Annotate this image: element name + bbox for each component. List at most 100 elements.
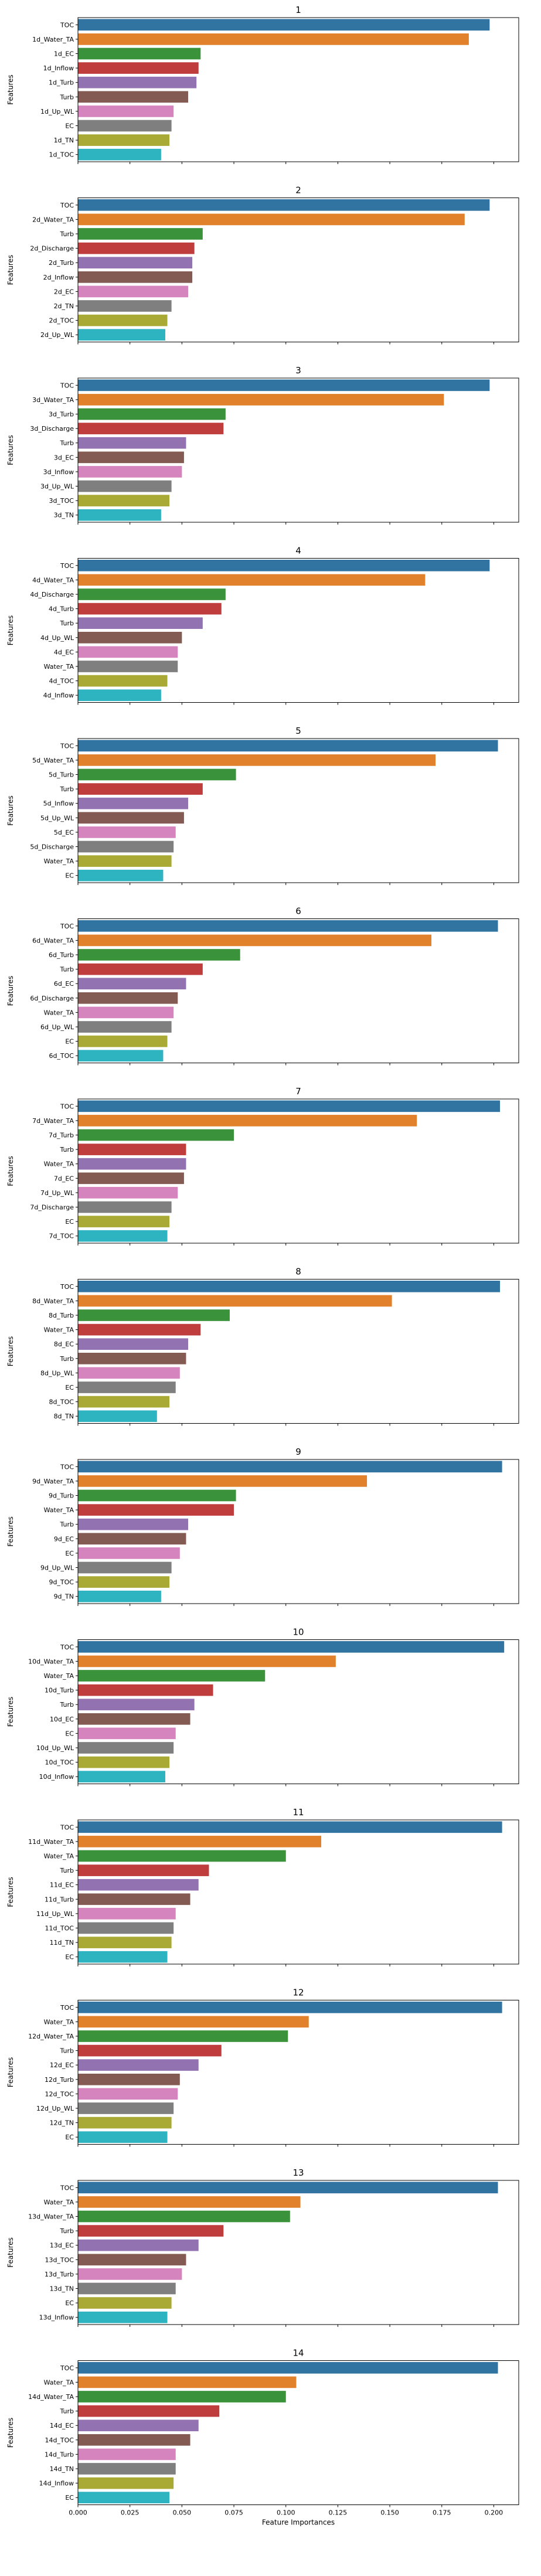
bar xyxy=(78,1504,234,1516)
bar xyxy=(78,329,165,341)
y-tick-label: Water_TA xyxy=(44,1009,74,1016)
bar xyxy=(78,1309,230,1321)
y-tick-label: Turb xyxy=(59,440,74,447)
y-tick-label: 2d_EC xyxy=(54,288,74,295)
bar xyxy=(78,1771,165,1783)
y-tick-label: Water_TA xyxy=(44,1853,74,1860)
y-tick-label: 8d_EC xyxy=(54,1340,74,1348)
y-tick-label: Water_TA xyxy=(44,1672,74,1680)
bar xyxy=(78,797,188,809)
bar xyxy=(78,379,490,392)
bar xyxy=(78,1338,188,1350)
y-tick-label: Water_TA xyxy=(44,1326,74,1334)
bar xyxy=(78,1922,174,1934)
panel-title: 4 xyxy=(295,546,301,556)
y-tick-label: 7d_TOC xyxy=(49,1233,74,1240)
y-tick-label: 14d_Turb xyxy=(45,2451,74,2458)
bar xyxy=(78,949,240,961)
x-tick-label: 0.000 xyxy=(69,2509,87,2517)
bar xyxy=(78,213,465,226)
bar xyxy=(78,2405,220,2417)
y-tick-label: TOC xyxy=(60,21,74,29)
y-tick-label: Turb xyxy=(59,620,74,627)
y-tick-label: Turb xyxy=(59,966,74,974)
bar xyxy=(78,2073,180,2085)
y-axis-label: Features xyxy=(6,1156,15,1186)
y-tick-label: 11d_TN xyxy=(50,1939,74,1947)
bar xyxy=(78,1323,201,1336)
y-tick-label: Turb xyxy=(59,1521,74,1529)
x-tick-label: 0.050 xyxy=(173,2509,192,2517)
bar xyxy=(78,1684,213,1696)
bar xyxy=(78,740,498,752)
y-axis-label: Features xyxy=(6,435,15,465)
bar xyxy=(78,2102,174,2114)
bar xyxy=(78,2282,176,2295)
y-tick-label: 5d_Up_WL xyxy=(40,814,74,822)
bar xyxy=(78,2448,176,2461)
bar xyxy=(78,47,201,60)
bar xyxy=(78,1879,199,1891)
y-tick-label: 13d_TOC xyxy=(45,2256,74,2264)
y-tick-label: TOC xyxy=(60,2184,74,2192)
x-tick-label: 0.150 xyxy=(380,2509,399,2517)
bar xyxy=(78,1641,505,1653)
bar xyxy=(78,2182,498,2194)
bar xyxy=(78,466,182,478)
y-tick-label: 3d_Turb xyxy=(49,411,74,418)
bar xyxy=(78,1050,164,1062)
y-tick-label: 8d_Water_TA xyxy=(32,1297,74,1305)
y-tick-label: Water_TA xyxy=(44,857,74,865)
bar xyxy=(78,228,203,240)
y-tick-label: TOC xyxy=(60,562,74,570)
y-tick-label: 8d_TOC xyxy=(49,1398,74,1406)
bar xyxy=(78,963,203,975)
y-tick-label: 14d_TN xyxy=(50,2465,74,2473)
y-tick-label: Turb xyxy=(59,93,74,101)
panel-title: 1 xyxy=(295,5,301,15)
bar xyxy=(78,91,188,103)
bar xyxy=(78,1461,502,1473)
x-axis-label: Feature Importances xyxy=(262,2519,335,2527)
bar xyxy=(78,2420,199,2432)
bar xyxy=(78,1115,417,1127)
y-tick-label: 4d_Discharge xyxy=(30,591,74,598)
bar xyxy=(78,1367,180,1379)
y-tick-label: 12d_Water_TA xyxy=(28,2033,74,2040)
axes-frame xyxy=(77,17,519,162)
axes-frame xyxy=(77,198,519,342)
y-tick-label: 12d_Up_WL xyxy=(36,2105,74,2112)
x-tick-label: 0.125 xyxy=(329,2509,348,2517)
y-tick-label: Turb xyxy=(59,1355,74,1363)
y-tick-label: Water_TA xyxy=(44,1161,74,1168)
y-tick-label: 9d_TOC xyxy=(49,1578,74,1586)
y-tick-label: 13d_Turb xyxy=(45,2271,74,2278)
y-tick-label: EC xyxy=(65,1218,74,1226)
y-tick-label: 6d_Turb xyxy=(49,951,74,959)
bar xyxy=(78,2463,176,2475)
y-tick-label: 2d_Water_TA xyxy=(32,216,74,223)
bar xyxy=(78,588,226,600)
y-tick-label: 11d_Water_TA xyxy=(28,1838,74,1846)
y-tick-label: TOC xyxy=(60,1102,74,1110)
bar xyxy=(78,1280,501,1292)
y-axis-label: Features xyxy=(6,795,15,826)
y-tick-label: 14d_TOC xyxy=(45,2437,74,2444)
y-tick-label: 12d_TOC xyxy=(45,2090,74,2098)
bar xyxy=(78,242,195,254)
bar xyxy=(78,574,426,586)
y-tick-label: TOC xyxy=(60,1823,74,1831)
bar xyxy=(78,2391,286,2403)
y-tick-label: 2d_Up_WL xyxy=(40,331,74,339)
panel-title: 3 xyxy=(295,365,301,376)
bar xyxy=(78,603,222,615)
bar xyxy=(78,2376,297,2388)
y-tick-label: 8d_TN xyxy=(54,1413,74,1420)
bar xyxy=(78,1216,170,1227)
y-tick-label: 14d_EC xyxy=(50,2422,74,2429)
bar xyxy=(78,1158,186,1170)
bar xyxy=(78,1547,180,1559)
bar xyxy=(78,1713,190,1725)
bar xyxy=(78,314,168,326)
bar xyxy=(78,1655,336,1668)
